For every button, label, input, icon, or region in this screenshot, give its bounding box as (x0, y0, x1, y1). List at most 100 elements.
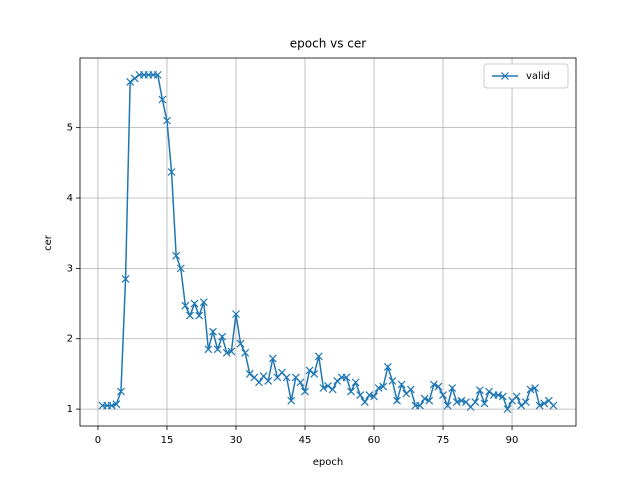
data-point (232, 310, 240, 319)
y-tick-label: 2 (67, 334, 73, 345)
legend-label: valid (526, 71, 550, 82)
x-tick-label: 30 (230, 435, 243, 446)
data-point (186, 311, 194, 320)
data-point (324, 381, 332, 390)
data-point (494, 391, 503, 399)
data-point (351, 378, 360, 387)
data-point (347, 387, 355, 396)
legend-marker (501, 72, 509, 80)
data-point (287, 396, 296, 405)
data-point (379, 382, 388, 391)
data-point (153, 70, 162, 79)
data-point (172, 251, 181, 260)
data-point (512, 392, 521, 401)
data-point (471, 398, 480, 407)
y-axis-label: cer (43, 234, 54, 251)
data-point (439, 391, 447, 399)
data-point (117, 387, 125, 396)
plot-frame (79, 57, 577, 427)
data-point (209, 327, 217, 336)
data-point (521, 398, 530, 407)
x-axis-label: epoch (313, 457, 343, 468)
chart-title: epoch vs cer (290, 37, 367, 51)
data-point (190, 299, 199, 308)
data-point (397, 380, 406, 389)
y-tick-label: 5 (67, 123, 73, 134)
data-point (264, 377, 273, 385)
data-point (531, 384, 539, 392)
data-point (301, 387, 309, 396)
data-point (268, 354, 277, 363)
data-point (282, 373, 291, 382)
data-point (540, 399, 549, 408)
data-point (429, 380, 438, 389)
data-point (158, 95, 167, 104)
legend-box (483, 63, 569, 89)
data-point (475, 386, 484, 395)
data-point (296, 378, 305, 387)
data-point (360, 398, 369, 407)
data-point (310, 370, 319, 378)
data-point (213, 345, 222, 354)
data-point (181, 301, 190, 310)
data-point (204, 345, 213, 354)
data-point (388, 377, 397, 385)
x-tick-label: 75 (437, 435, 450, 446)
data-point (393, 396, 401, 405)
x-tick-label: 90 (506, 435, 519, 446)
x-tick-label: 45 (299, 435, 312, 446)
y-tick-label: 4 (67, 193, 73, 204)
data-point (130, 74, 139, 83)
data-point (218, 332, 227, 341)
data-point (121, 275, 130, 283)
data-point (112, 400, 121, 409)
data-point (222, 348, 231, 357)
data-point (374, 384, 383, 392)
data-point (425, 396, 434, 405)
data-point (305, 366, 314, 375)
y-tick-label: 3 (67, 263, 73, 274)
data-point (448, 384, 457, 392)
data-point (236, 339, 245, 348)
data-point (195, 311, 204, 320)
x-tick-label: 60 (368, 435, 381, 446)
data-point (549, 401, 558, 410)
data-point (485, 387, 493, 396)
data-point (535, 401, 544, 410)
x-tick-label: 15 (161, 435, 174, 446)
data-point (241, 348, 250, 357)
data-point (526, 385, 535, 394)
data-point (126, 77, 135, 86)
data-point (517, 401, 526, 410)
data-point (457, 396, 466, 405)
data-point (342, 373, 351, 382)
data-point (255, 378, 263, 387)
data-point (480, 399, 489, 408)
data-point (167, 168, 176, 176)
data-point (356, 391, 365, 399)
data-point (245, 370, 254, 378)
data-point (452, 398, 461, 407)
data-point (199, 298, 208, 307)
data-point (498, 392, 507, 401)
data-point (416, 401, 424, 410)
data-point (370, 392, 378, 401)
data-point (227, 347, 236, 356)
data-point (365, 391, 374, 399)
data-point (383, 362, 392, 371)
data-point (319, 384, 328, 392)
data-point (333, 377, 342, 385)
data-point (406, 385, 415, 394)
data-point (503, 405, 512, 414)
data-point (163, 116, 171, 125)
x-tick-label: 0 (95, 435, 101, 446)
data-point (176, 264, 185, 273)
data-point (434, 382, 443, 391)
data-line (102, 74, 555, 411)
data-point (314, 352, 323, 361)
data-point (107, 401, 116, 410)
data-point (420, 394, 429, 403)
data-point (443, 401, 452, 410)
y-tick-label: 1 (67, 404, 73, 415)
